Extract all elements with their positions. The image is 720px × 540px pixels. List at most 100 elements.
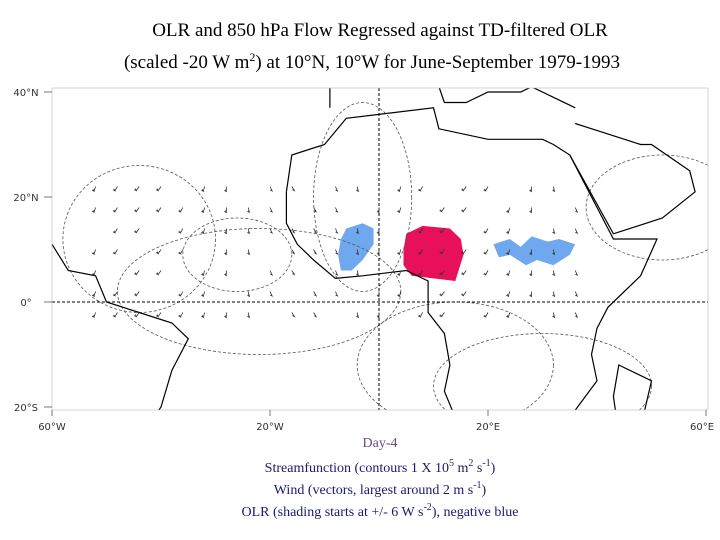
coastline bbox=[612, 364, 653, 410]
title-text: (scaled -20 W m bbox=[124, 52, 250, 73]
wind-vector bbox=[439, 228, 445, 234]
wind-vector bbox=[155, 207, 162, 213]
wind-vector bbox=[397, 249, 402, 256]
wind-vector bbox=[155, 249, 162, 255]
caption-line: Wind (vectors, largest around 2 m s-1) bbox=[274, 480, 487, 498]
wind-vector bbox=[356, 186, 360, 193]
olr-negative bbox=[338, 223, 374, 271]
title-text: OLR and 850 hPa Flow Regressed against T… bbox=[152, 20, 608, 41]
wind-vector bbox=[247, 249, 251, 256]
lon-label: 60°E bbox=[690, 422, 714, 433]
streamfunction-contour bbox=[313, 102, 413, 292]
wind-vector bbox=[134, 186, 140, 192]
wind-vector bbox=[461, 291, 467, 297]
caption-line: Streamfunction (contours 1 X 105 m2 s-1) bbox=[265, 458, 496, 476]
wind-vector bbox=[439, 249, 445, 255]
wind-vector bbox=[247, 207, 251, 214]
olr-negative bbox=[493, 236, 576, 266]
wind-vector bbox=[439, 270, 445, 276]
wind-vector bbox=[418, 270, 423, 276]
wind-vector bbox=[112, 228, 118, 234]
wind-vector bbox=[376, 312, 380, 319]
superscript: -1 bbox=[482, 458, 490, 469]
wind-vector bbox=[552, 228, 556, 235]
streamfunction-contour bbox=[62, 165, 216, 313]
wind-vector bbox=[247, 291, 251, 298]
wind-vector bbox=[483, 228, 489, 234]
wind-vector bbox=[461, 249, 467, 255]
wind-vector bbox=[506, 291, 511, 298]
wind-vector bbox=[112, 186, 118, 192]
wind-vector bbox=[506, 228, 511, 235]
wind-vector bbox=[224, 249, 228, 256]
wind-vector bbox=[529, 186, 533, 193]
superscript: 2 bbox=[468, 458, 473, 469]
coastline bbox=[329, 88, 576, 109]
wind-vector bbox=[376, 207, 380, 214]
wind-vector bbox=[313, 228, 318, 234]
map-frame bbox=[51, 87, 709, 411]
wind-vector bbox=[483, 270, 489, 276]
wind-vector bbox=[201, 291, 205, 298]
wind-vector bbox=[461, 270, 467, 276]
lon-label: 20°E bbox=[476, 422, 500, 433]
lat-label: 40°N bbox=[13, 88, 38, 99]
wind-vector bbox=[376, 249, 380, 256]
wind-vector bbox=[574, 228, 579, 234]
wind-vector bbox=[376, 291, 380, 298]
wind-vector bbox=[269, 291, 274, 297]
wind-vector bbox=[335, 249, 339, 255]
wind-vector bbox=[313, 312, 318, 318]
wind-vector bbox=[439, 291, 445, 297]
wind-vector bbox=[178, 249, 184, 255]
caption-day: Day-4 bbox=[363, 436, 398, 451]
wind-vector bbox=[224, 228, 228, 235]
wind-vector bbox=[356, 249, 360, 256]
wind-vector bbox=[155, 270, 162, 276]
coastline bbox=[569, 122, 696, 235]
wind-vector bbox=[356, 270, 360, 277]
superscript: 2 bbox=[249, 50, 255, 64]
wind-vector bbox=[224, 270, 228, 277]
wind-vector bbox=[201, 312, 205, 319]
caption-line: OLR (shading starts at +/- 6 W s-2), neg… bbox=[241, 502, 518, 520]
wind-vector bbox=[91, 312, 96, 319]
title-text: ) at 10°N, 10°W for June-September 1979-… bbox=[255, 52, 620, 73]
wind-vector bbox=[91, 207, 96, 214]
wind-vector bbox=[552, 186, 556, 193]
caption-text: OLR (shading starts at +/- 6 W s bbox=[241, 505, 423, 520]
wind-vector bbox=[291, 270, 296, 276]
wind-vector bbox=[155, 312, 162, 318]
wind-vector bbox=[178, 228, 184, 234]
wind-vector bbox=[397, 186, 402, 193]
wind-vector bbox=[291, 312, 296, 318]
wind-vector bbox=[134, 270, 140, 276]
wind-vector bbox=[224, 186, 228, 193]
wind-vector bbox=[483, 186, 489, 192]
lat-label: 0° bbox=[20, 298, 31, 309]
wind-vector bbox=[552, 291, 556, 298]
wind-vector bbox=[91, 270, 96, 277]
streamfunction-contour bbox=[182, 217, 293, 292]
wind-vector bbox=[269, 186, 274, 192]
wind-vector bbox=[134, 312, 140, 318]
caption-text: Streamfunction (contours 1 X 10 bbox=[265, 461, 449, 476]
wind-vector bbox=[247, 312, 251, 319]
wind-vector bbox=[574, 270, 579, 276]
wind-vector bbox=[112, 291, 118, 297]
wind-vector bbox=[506, 207, 511, 214]
wind-vector bbox=[224, 312, 228, 319]
wind-vector bbox=[313, 207, 318, 213]
coastline bbox=[285, 191, 453, 410]
wind-vector bbox=[439, 207, 445, 213]
wind-vector bbox=[134, 291, 140, 297]
wind-vector bbox=[313, 249, 318, 255]
wind-vector bbox=[201, 270, 205, 277]
streamfunction-contour bbox=[433, 333, 652, 410]
wind-vector bbox=[461, 186, 467, 192]
wind-vector bbox=[574, 207, 579, 213]
wind-vector bbox=[155, 186, 162, 192]
coastline bbox=[52, 243, 190, 410]
wind-vector bbox=[397, 270, 402, 277]
wind-vector bbox=[201, 228, 205, 235]
